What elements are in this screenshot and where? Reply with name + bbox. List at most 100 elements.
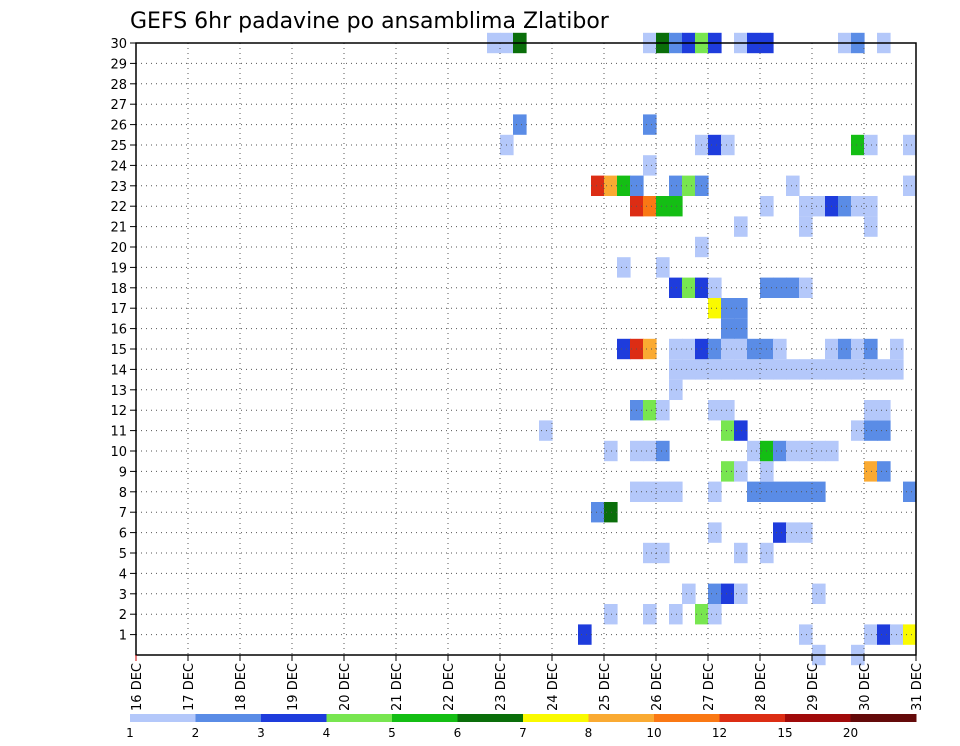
legend-label: 6: [454, 726, 462, 740]
heatmap-cell: [799, 277, 813, 298]
heatmap-cell: [656, 196, 670, 217]
heatmap-cell: [643, 400, 657, 421]
heatmap-cell: [643, 196, 657, 217]
x-tick-label: 19 DEC: [286, 663, 301, 711]
x-tick-label: 26 DEC: [650, 663, 665, 711]
heatmap-cell: [734, 298, 748, 319]
heatmap-cell: [786, 440, 800, 462]
heatmap-cell: [864, 461, 878, 482]
y-tick-label: 2: [119, 608, 127, 623]
heatmap-cell: [864, 420, 878, 441]
heatmap-cell: [656, 440, 670, 462]
heatmap-cell: [747, 481, 761, 502]
y-tick-label: 22: [110, 200, 127, 215]
legend-label: 15: [777, 726, 792, 740]
legend-label: 4: [323, 726, 331, 740]
heatmap-cell: [669, 338, 683, 360]
heatmap-cells: [487, 32, 916, 666]
heatmap-cell: [877, 400, 891, 421]
heatmap-cell: [682, 338, 696, 360]
heatmap-cell: [877, 624, 891, 645]
heatmap-cell: [734, 583, 748, 604]
heatmap-cell: [864, 359, 878, 380]
legend-label: 7: [519, 726, 527, 740]
heatmap-cell: [708, 522, 722, 543]
legend-swatch: [523, 714, 589, 722]
x-tick-label: 29 DEC: [806, 663, 821, 711]
heatmap-cell: [721, 461, 735, 482]
y-tick-label: 5: [119, 547, 127, 562]
legend-swatch: [195, 714, 262, 722]
heatmap-cell: [864, 338, 878, 360]
heatmap-cell: [747, 440, 761, 462]
heatmap-cell: [669, 175, 683, 196]
legend-swatch: [719, 714, 786, 722]
heatmap-cell: [682, 359, 696, 380]
legend-swatch: [130, 714, 196, 722]
heatmap-cell: [708, 583, 722, 604]
heatmap-cell: [747, 338, 761, 360]
y-tick-label: 23: [110, 180, 127, 195]
heatmap-cell: [773, 359, 787, 380]
heatmap-cell: [643, 338, 657, 360]
legend-label: 1: [126, 726, 134, 740]
heatmap-cell: [734, 318, 748, 339]
heatmap-cell: [799, 481, 813, 502]
heatmap-cell: [799, 624, 813, 645]
heatmap-cell: [838, 196, 852, 217]
heatmap-cell: [708, 604, 722, 625]
heatmap-cell: [643, 440, 657, 462]
heatmap-cell: [643, 604, 657, 625]
heatmap-cell: [656, 257, 670, 278]
heatmap-cell: [669, 379, 683, 400]
axis-ticks: 1234567891011121314151617181920212223242…: [110, 37, 925, 711]
heatmap-cell: [799, 196, 813, 217]
x-tick-label: 16 DEC: [130, 663, 145, 711]
y-tick-label: 11: [110, 425, 127, 440]
heatmap-cell: [721, 338, 735, 360]
heatmap-cell: [799, 359, 813, 380]
heatmap-cell: [812, 481, 826, 502]
heatmap-cell: [617, 257, 631, 278]
y-tick-label: 15: [110, 343, 127, 358]
legend-label: 5: [388, 726, 396, 740]
heatmap-cell: [617, 175, 631, 196]
heatmap-cell: [682, 583, 696, 604]
x-tick-label: 23 DEC: [494, 663, 509, 711]
y-tick-label: 10: [110, 445, 127, 460]
heatmap-cell: [734, 461, 748, 482]
chart-title: GEFS 6hr padavine po ansamblima Zlatibor: [130, 9, 610, 34]
heatmap-cell: [669, 481, 683, 502]
heatmap-cell: [721, 583, 735, 604]
heatmap-cell: [591, 502, 605, 523]
x-tick-label: 30 DEC: [858, 663, 873, 711]
heatmap-cell: [786, 175, 800, 196]
y-tick-label: 1: [119, 629, 127, 644]
heatmap-cell: [838, 359, 852, 380]
heatmap-cell: [786, 481, 800, 502]
y-tick-label: 27: [110, 98, 127, 113]
heatmap-cell: [773, 277, 787, 298]
legend-swatch: [588, 714, 655, 722]
x-tick-label: 25 DEC: [598, 663, 613, 711]
y-tick-label: 19: [110, 261, 127, 276]
legend-swatch: [326, 714, 393, 722]
heatmap-cell: [721, 359, 735, 380]
legend-swatch: [850, 714, 917, 722]
legend-label: 2: [192, 726, 200, 740]
heatmap-cell: [708, 359, 722, 380]
legend-swatch: [261, 714, 327, 722]
y-tick-label: 12: [110, 404, 127, 419]
heatmap-cell: [864, 400, 878, 421]
heatmap-cell: [682, 277, 696, 298]
heatmap-cell: [669, 604, 683, 625]
heatmap-cell: [812, 196, 826, 217]
heatmap-cell: [708, 338, 722, 360]
heatmap-cell: [721, 420, 735, 441]
heatmap-cell: [578, 624, 592, 645]
heatmap-cell: [656, 481, 670, 502]
heatmap-cell: [669, 277, 683, 298]
x-tick-label: 20 DEC: [338, 663, 353, 711]
legend-label: 3: [257, 726, 265, 740]
